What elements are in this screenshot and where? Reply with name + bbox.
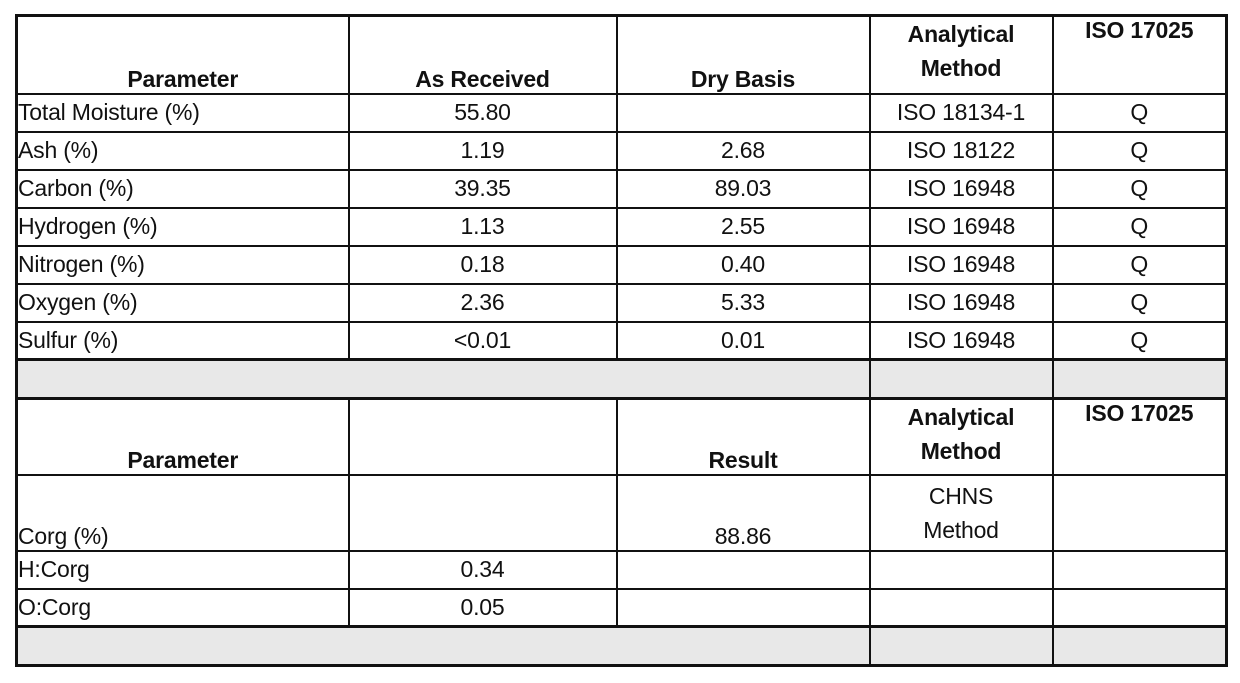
as-received-cell: 2.36 xyxy=(347,282,618,323)
as-received-cell: 0.05 xyxy=(347,587,618,628)
parameter-cell: Total Moisture (%) xyxy=(15,92,350,133)
iso-17025-cell: Q xyxy=(1051,320,1228,361)
table-row-o-corg: O:Corg 0.05 xyxy=(15,587,1228,628)
result-cell: 88.86 xyxy=(615,473,871,552)
iso-17025-cell xyxy=(1051,587,1228,628)
parameter-cell: Corg (%) xyxy=(15,473,350,552)
dry-basis-cell: 5.33 xyxy=(615,282,871,323)
parameter-cell: H:Corg xyxy=(15,549,350,590)
iso-17025-cell: Q xyxy=(1051,206,1228,247)
iso-17025-cell xyxy=(1051,549,1228,590)
column-header-blank xyxy=(347,397,618,476)
table-row-h-corg: H:Corg 0.34 xyxy=(15,549,1228,590)
result-cell xyxy=(615,549,871,590)
separator-cell xyxy=(1051,625,1228,667)
iso-17025-cell: Q xyxy=(1051,244,1228,285)
report-sheet: Parameter As Received Dry Basis Analytic… xyxy=(15,14,1228,667)
analytical-method-cell: ISO 16948 xyxy=(868,168,1054,209)
analytical-method-cell: ISO 16948 xyxy=(868,244,1054,285)
dry-basis-cell: 0.01 xyxy=(615,320,871,361)
analytical-method-cell: ISO 16948 xyxy=(868,282,1054,323)
as-received-cell: 55.80 xyxy=(347,92,618,133)
as-received-cell: 1.19 xyxy=(347,130,618,171)
iso-17025-cell: Q xyxy=(1051,92,1228,133)
parameter-cell: Sulfur (%) xyxy=(15,320,350,361)
column-header-analytical-method: Analytical Method xyxy=(868,14,1054,95)
separator-row-bottom xyxy=(15,625,1228,667)
dry-basis-cell: 89.03 xyxy=(615,168,871,209)
table-row-sulfur: Sulfur (%) <0.01 0.01 ISO 16948 Q xyxy=(15,320,1228,361)
iso-17025-cell: Q xyxy=(1051,282,1228,323)
column-header-result: Result xyxy=(615,397,871,476)
table-row-carbon: Carbon (%) 39.35 89.03 ISO 16948 Q xyxy=(15,168,1228,209)
as-received-cell: 1.13 xyxy=(347,206,618,247)
separator-cell xyxy=(868,358,1054,400)
analytical-method-cell: CHNS Method xyxy=(868,473,1054,552)
parameter-cell: Nitrogen (%) xyxy=(15,244,350,285)
separator-row xyxy=(15,358,1228,400)
as-received-cell: 0.18 xyxy=(347,244,618,285)
result-cell xyxy=(615,587,871,628)
table-row-oxygen: Oxygen (%) 2.36 5.33 ISO 16948 Q xyxy=(15,282,1228,323)
analytical-method-cell xyxy=(868,587,1054,628)
dry-basis-cell xyxy=(615,92,871,133)
analytical-method-cell: ISO 18122 xyxy=(868,130,1054,171)
parameter-cell: Hydrogen (%) xyxy=(15,206,350,247)
iso-17025-cell: Q xyxy=(1051,130,1228,171)
parameter-cell: Ash (%) xyxy=(15,130,350,171)
dry-basis-cell: 2.68 xyxy=(615,130,871,171)
table-row-ash: Ash (%) 1.19 2.68 ISO 18122 Q xyxy=(15,130,1228,171)
table-row-nitrogen: Nitrogen (%) 0.18 0.40 ISO 16948 Q xyxy=(15,244,1228,285)
table-row-corg: Corg (%) 88.86 CHNS Method xyxy=(15,473,1228,552)
as-received-cell: 0.34 xyxy=(347,549,618,590)
separator-cell-merged xyxy=(15,358,871,400)
iso-17025-cell xyxy=(1051,473,1228,552)
column-header-parameter: Parameter xyxy=(15,14,350,95)
parameter-cell: Oxygen (%) xyxy=(15,282,350,323)
column-header-iso-17025: ISO 17025 xyxy=(1051,14,1228,95)
column-header-as-received: As Received xyxy=(347,14,618,95)
column-header-parameter: Parameter xyxy=(15,397,350,476)
table2-header-row: Parameter Result Analytical Method ISO 1… xyxy=(15,397,1228,476)
parameter-cell: O:Corg xyxy=(15,587,350,628)
as-received-cell xyxy=(347,473,618,552)
analysis-results-table: Parameter As Received Dry Basis Analytic… xyxy=(15,14,1228,667)
column-header-analytical-method: Analytical Method xyxy=(868,397,1054,476)
table-row-total-moisture: Total Moisture (%) 55.80 ISO 18134-1 Q xyxy=(15,92,1228,133)
column-header-iso-17025: ISO 17025 xyxy=(1051,397,1228,476)
as-received-cell: 39.35 xyxy=(347,168,618,209)
separator-cell xyxy=(1051,358,1228,400)
analytical-method-cell: ISO 16948 xyxy=(868,206,1054,247)
parameter-cell: Carbon (%) xyxy=(15,168,350,209)
iso-17025-cell: Q xyxy=(1051,168,1228,209)
separator-cell-merged xyxy=(15,625,871,667)
table1-header-row: Parameter As Received Dry Basis Analytic… xyxy=(15,14,1228,95)
analytical-method-cell xyxy=(868,549,1054,590)
as-received-cell: <0.01 xyxy=(347,320,618,361)
analytical-method-cell: ISO 16948 xyxy=(868,320,1054,361)
dry-basis-cell: 2.55 xyxy=(615,206,871,247)
table-row-hydrogen: Hydrogen (%) 1.13 2.55 ISO 16948 Q xyxy=(15,206,1228,247)
dry-basis-cell: 0.40 xyxy=(615,244,871,285)
separator-cell xyxy=(868,625,1054,667)
analytical-method-cell: ISO 18134-1 xyxy=(868,92,1054,133)
column-header-dry-basis: Dry Basis xyxy=(615,14,871,95)
